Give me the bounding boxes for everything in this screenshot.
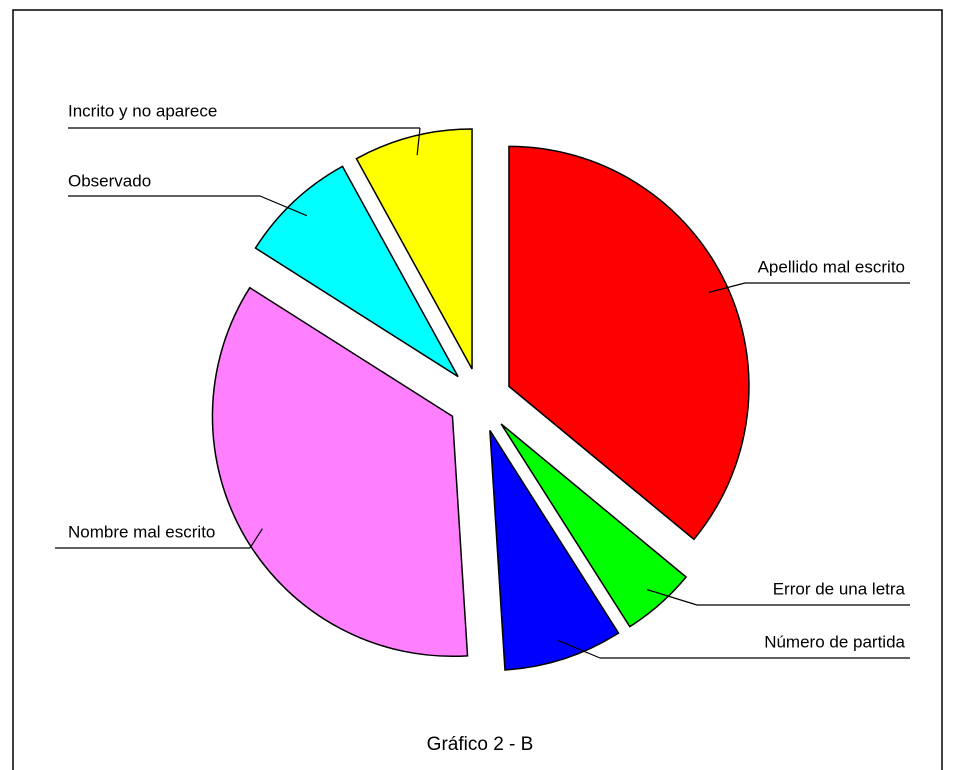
slice-label: Observado xyxy=(68,171,151,190)
pie-slice xyxy=(489,430,620,671)
leader-line xyxy=(708,282,746,293)
pie-slice xyxy=(355,128,473,370)
chart-frame xyxy=(12,9,943,770)
slice-label: Error de una letra xyxy=(773,579,906,598)
slice-label: Número de partida xyxy=(764,632,905,651)
slice-label: Nombre mal escrito xyxy=(68,522,215,541)
pie-slice xyxy=(508,145,750,541)
leader-line xyxy=(249,528,263,549)
chart-title: Gráfico 2 - B xyxy=(427,734,534,755)
leader-line xyxy=(647,589,698,606)
leader-line xyxy=(557,639,601,659)
slice-label: Incrito y no aparece xyxy=(68,101,217,120)
leader-line xyxy=(416,127,421,156)
pie-slice xyxy=(500,423,688,628)
pie-slice xyxy=(211,286,469,658)
pie-slice xyxy=(254,165,459,378)
slice-label: Apellido mal escrito xyxy=(758,257,905,276)
leader-line xyxy=(259,195,308,217)
